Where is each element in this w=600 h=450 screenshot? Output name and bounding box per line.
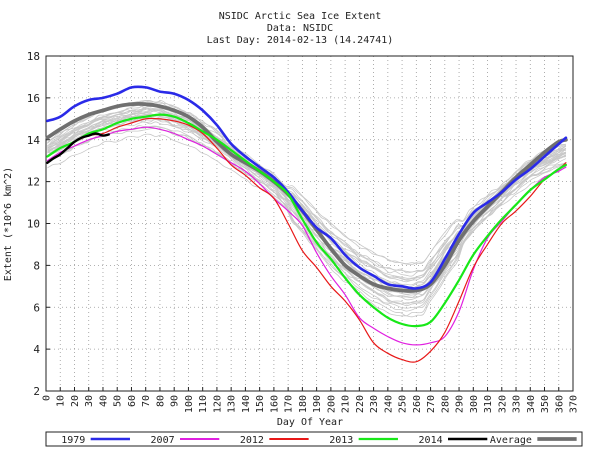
x-tick-label: 40 [98,395,109,407]
series-line-2014 [46,132,110,164]
legend-label-2007: 2007 [151,435,175,446]
x-tick-label: 220 [355,395,366,413]
y-tick-label: 6 [33,301,40,314]
x-tick-label: 340 [526,395,537,413]
y-tick-label: 16 [27,92,40,105]
x-tick-label: 170 [284,395,295,413]
series-line-2012 [46,117,567,363]
x-tick-label: 290 [455,395,466,413]
legend: 1979 2007 2012 2013 2014 Average [45,431,583,447]
x-tick-label: 300 [469,395,480,413]
background-year-line [47,109,567,266]
background-year-line [47,114,566,265]
y-tick-label: 10 [27,218,40,231]
x-tick-label: 180 [298,395,309,413]
x-tick-label: 10 [56,395,67,407]
x-tick-label: 90 [170,395,181,407]
legend-label-1979: 1979 [61,435,85,446]
x-axis-label: Day Of Year [277,417,343,428]
legend-label-2012: 2012 [240,435,264,446]
y-tick-label: 4 [33,343,40,356]
x-tick-label: 0 [42,395,53,401]
legend-label-average: Average [490,435,532,446]
x-tick-label: 360 [554,395,565,413]
background-year-line [47,113,567,317]
y-tick-label: 2 [33,385,40,398]
x-tick-label: 250 [398,395,409,413]
x-tick-label: 320 [497,395,508,413]
series-line-2013 [46,113,567,328]
series-line-2007 [46,126,567,346]
x-tick-label: 350 [540,395,551,413]
x-tick-label: 280 [440,395,451,413]
x-tick-label: 240 [383,395,394,413]
x-tick-label: 150 [255,395,266,413]
background-year-line [47,118,567,274]
series-lines [45,85,568,363]
x-tick-label: 20 [70,395,81,407]
legend-label-2013: 2013 [329,435,353,446]
x-tick-label: 260 [412,395,423,413]
legend-box [45,431,583,447]
x-tick-label: 310 [483,395,494,413]
x-tick-label: 50 [113,395,124,407]
y-tick-label: 14 [27,134,41,147]
x-tick-label: 330 [512,395,523,413]
x-tick-label: 190 [312,395,323,413]
x-tick-label: 70 [141,395,152,407]
legend-label-2014: 2014 [419,435,443,446]
x-tick-label: 140 [241,395,252,413]
chart-title-line-1: NSIDC Arctic Sea Ice Extent [219,11,382,22]
background-year-line [47,100,567,281]
x-tick-label: 120 [212,395,223,413]
x-tick-label: 370 [569,395,580,413]
x-tick-label: 210 [341,395,352,413]
y-axis-label: Extent (*10^6 km^2) [3,167,14,281]
y-tick-label: 8 [33,259,40,272]
background-year-line [47,118,567,279]
x-axis-ticks: 0 10 20 30 40 50 60 70 80 90 100 110 120 130 140 150 160… [42,387,580,413]
x-tick-label: 110 [198,395,209,413]
x-tick-label: 100 [184,395,195,413]
chart-title-line-3: Last Day: 2014-02-13 (14.24741) [207,35,394,46]
x-tick-label: 130 [227,395,238,413]
y-axis-ticks: 2 4 6 8 10 12 14 16 18 [27,50,50,398]
y-tick-label: 12 [27,176,40,189]
x-tick-label: 80 [155,395,166,407]
background-year-line [47,107,567,277]
x-tick-label: 270 [426,395,437,413]
x-tick-label: 60 [127,395,138,407]
x-tick-label: 200 [326,395,337,413]
x-tick-label: 30 [84,395,95,407]
series-line-1979 [46,85,568,290]
x-tick-label: 230 [369,395,380,413]
x-tick-label: 160 [269,395,280,413]
chart-title-line-2: Data: NSIDC [267,23,333,34]
y-tick-label: 18 [27,50,40,63]
